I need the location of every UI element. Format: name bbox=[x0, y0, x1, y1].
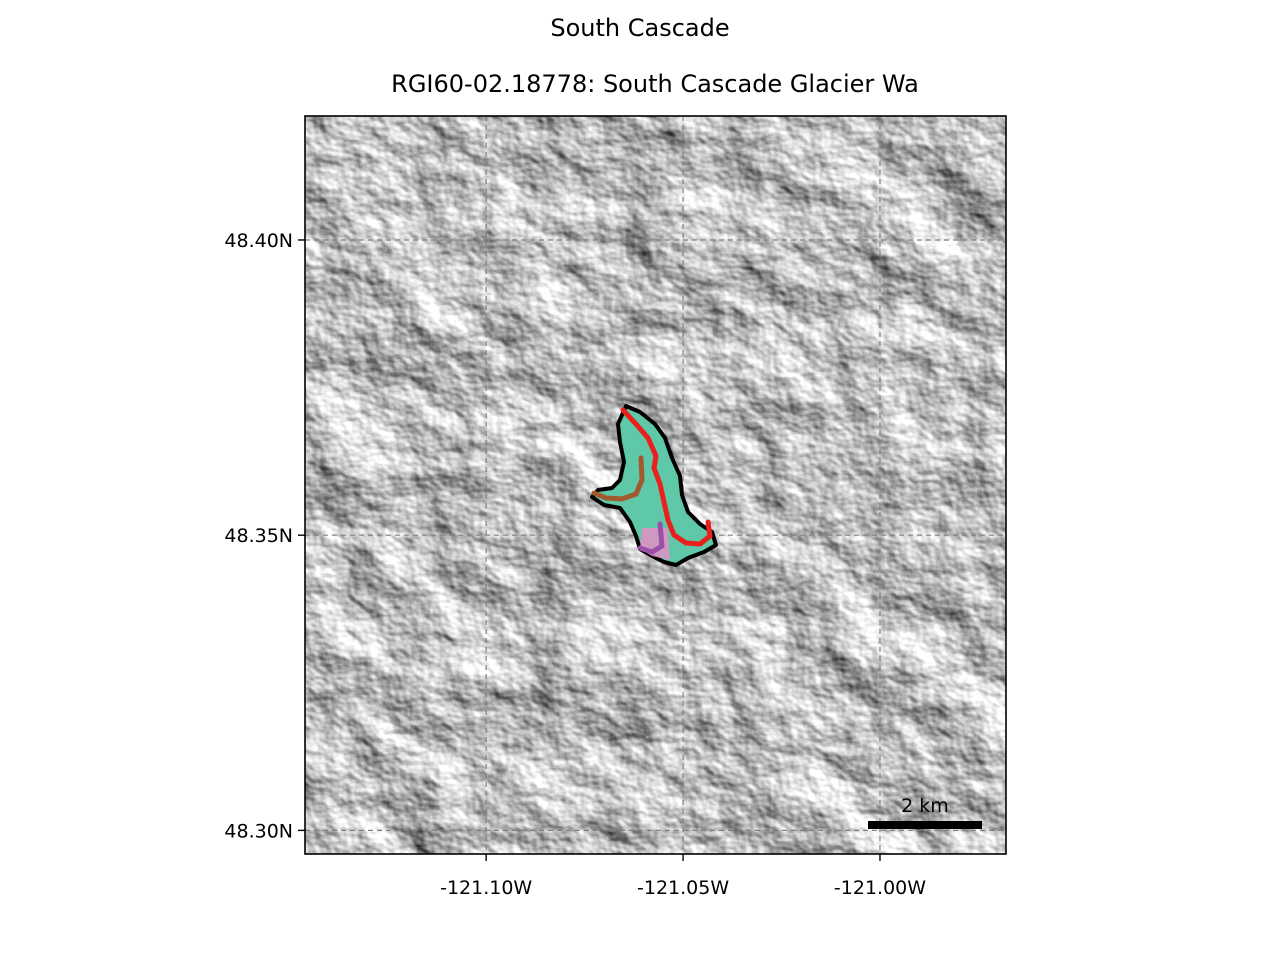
glacier bbox=[590, 404, 718, 567]
x-tick-label: -121.05W bbox=[637, 877, 729, 899]
flowline-tributary-purple bbox=[637, 521, 665, 555]
y-tick-label: 48.35N bbox=[224, 525, 293, 547]
scale-bar: 2 km bbox=[868, 795, 982, 829]
y-axis-ticks: 48.40N 48.35N 48.30N bbox=[224, 230, 305, 842]
y-tick-label: 48.40N bbox=[224, 230, 293, 252]
flowline-main bbox=[620, 407, 713, 547]
scale-bar-line bbox=[868, 821, 982, 829]
map-gridlines bbox=[305, 116, 1006, 854]
axes-frame bbox=[304, 115, 1007, 855]
x-tick-label: -121.00W bbox=[834, 877, 926, 899]
axes-title: RGI60-02.18778: South Cascade Glacier Wa bbox=[391, 70, 919, 98]
x-axis-ticks: -121.10W -121.05W -121.00W bbox=[440, 854, 926, 899]
scale-bar-label: 2 km bbox=[901, 795, 949, 817]
x-tick-label: -121.10W bbox=[440, 877, 532, 899]
hillshade-basemap bbox=[305, 116, 1006, 854]
figure-suptitle: South Cascade bbox=[550, 14, 730, 42]
y-tick-label: 48.30N bbox=[224, 820, 293, 842]
flowline-tributary-brown bbox=[591, 455, 645, 502]
glacier-outline bbox=[590, 404, 718, 567]
